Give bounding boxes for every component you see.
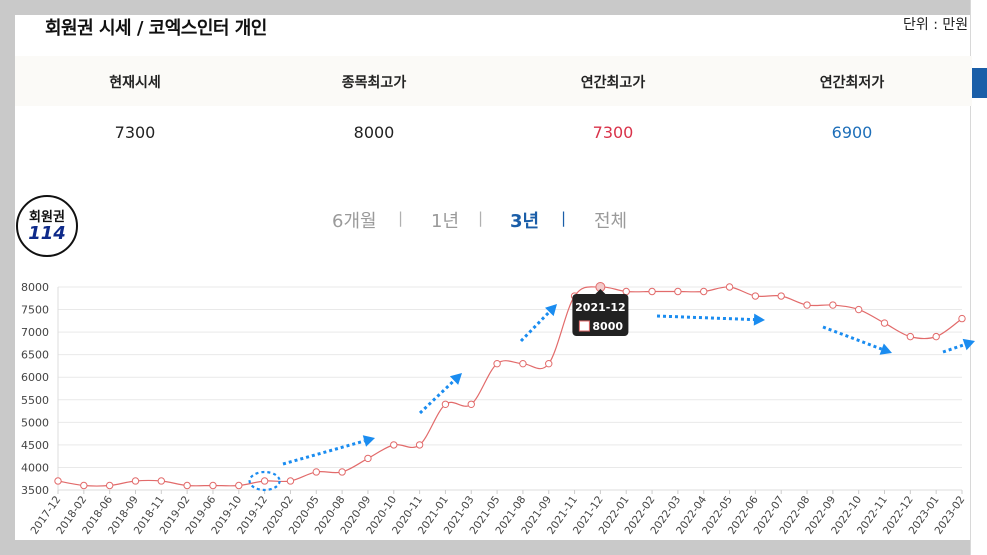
- data-point: [131, 477, 140, 485]
- y-tick-label: 4500: [21, 439, 49, 452]
- highlight-circle: [248, 470, 281, 492]
- data-point: [880, 319, 889, 327]
- data-point: [854, 305, 863, 314]
- all-time-high-label: 종목최고가: [341, 75, 407, 91]
- tooltip-value: 8000: [592, 320, 623, 333]
- data-point: [415, 441, 424, 449]
- data-point: [467, 400, 475, 408]
- data-point: [260, 477, 269, 485]
- unit-label: 단위 : 만원: [903, 17, 969, 33]
- y-tick-label: 6500: [21, 349, 49, 362]
- logo-number: 114: [28, 223, 66, 244]
- data-point: [209, 481, 217, 490]
- trend-arrow-head: [962, 338, 975, 351]
- data-point: [364, 454, 372, 463]
- current-price-value: 7300: [114, 123, 156, 142]
- stats-header-row: [15, 56, 972, 106]
- trend-arrow-head: [545, 304, 557, 317]
- period-tabs: 6개월 | 1년 | 3년 | 전체: [300, 207, 660, 233]
- trend-arrow-head: [449, 373, 462, 385]
- data-point: [157, 477, 166, 485]
- data-point: [105, 481, 114, 490]
- data-point: [777, 292, 785, 300]
- data-point: [545, 359, 553, 368]
- y-tick-label: 3500: [21, 484, 49, 497]
- data-point: [390, 441, 398, 449]
- y-tick-label: 6000: [21, 371, 49, 384]
- page-title: 회원권 시세 / 코엑스인터 개인: [45, 18, 267, 39]
- data-point: [286, 477, 295, 485]
- tab-1-year[interactable]: 1년: [431, 211, 460, 232]
- data-point: [312, 468, 320, 476]
- tab-6-months[interactable]: 6개월: [332, 211, 377, 232]
- data-point: [441, 400, 450, 408]
- trend-arrow: [942, 343, 966, 354]
- tooltip-pointer: [595, 289, 606, 294]
- logo-text: 회원권: [29, 210, 65, 225]
- y-tick-label: 5000: [21, 416, 49, 429]
- annual-high-label: 연간최고가: [580, 75, 646, 91]
- y-tick-label: 4000: [21, 461, 49, 474]
- tab-3-years[interactable]: 3년: [510, 211, 540, 232]
- annual-low-label: 연간최저가: [819, 75, 885, 91]
- trend-arrow-head: [879, 343, 892, 355]
- data-point: [493, 359, 501, 368]
- trend-arrow: [822, 325, 883, 351]
- tooltip-date: 2021-12: [575, 301, 626, 314]
- trend-arrow: [418, 379, 456, 415]
- data-point: [338, 468, 346, 476]
- chart-tooltip: 2021-12 8000: [572, 289, 629, 336]
- tab-all[interactable]: 전체: [594, 211, 628, 232]
- y-tick-label: 8000: [21, 281, 49, 294]
- all-time-high-value: 8000: [353, 123, 395, 142]
- data-point: [622, 287, 630, 296]
- data-point: [725, 283, 734, 291]
- series-line: [57, 286, 963, 487]
- data-point: [519, 359, 527, 368]
- current-price-label: 현재시세: [109, 75, 161, 91]
- tab-separator: |: [561, 209, 567, 227]
- data-point: [829, 301, 837, 309]
- trend-arrow-head: [753, 313, 765, 326]
- tooltip-swatch: [578, 320, 590, 332]
- data-point: [932, 332, 940, 341]
- trend-arrow: [656, 314, 755, 322]
- trend-arrow: [519, 310, 551, 343]
- side-panel-tab[interactable]: [971, 68, 987, 98]
- logo: 회원권 114: [16, 195, 78, 257]
- data-point: [183, 481, 191, 490]
- tab-separator: |: [478, 209, 484, 227]
- trend-arrow: [282, 439, 365, 466]
- data-point: [54, 477, 62, 485]
- data-point: [80, 481, 88, 490]
- data-point: [803, 301, 811, 309]
- annual-low-value: 6900: [831, 123, 873, 142]
- data-point: [674, 287, 682, 296]
- data-point: [648, 287, 656, 296]
- data-point: [958, 314, 966, 323]
- y-tick-label: 5500: [21, 394, 49, 407]
- data-point: [700, 287, 708, 296]
- annual-high-value: 7300: [592, 123, 634, 142]
- trend-arrow-head: [362, 435, 375, 447]
- data-point: [906, 332, 915, 341]
- data-point: [751, 292, 760, 300]
- y-tick-label: 7000: [21, 326, 49, 339]
- data-point: [235, 481, 243, 490]
- y-tick-label: 7500: [21, 304, 49, 317]
- tab-separator: |: [398, 209, 404, 227]
- side-panel-edge: [970, 0, 987, 555]
